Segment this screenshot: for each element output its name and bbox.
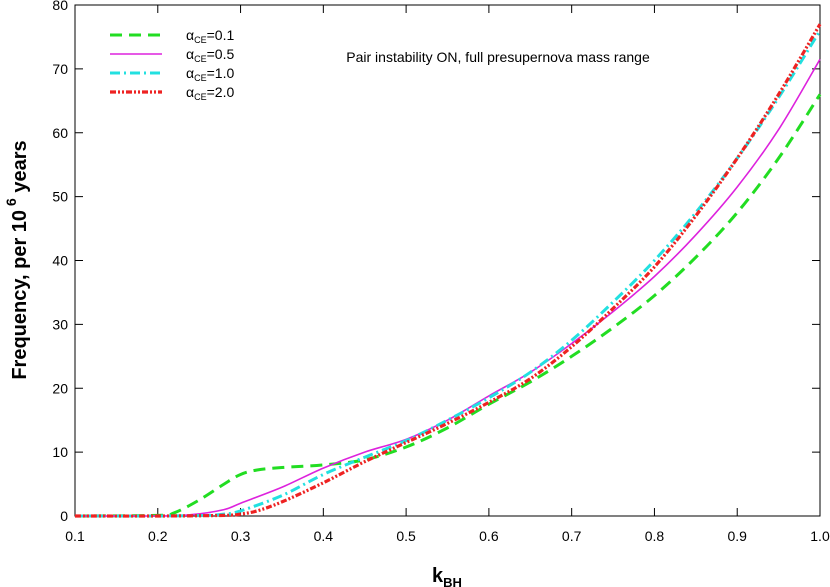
y-tick-label: 0 (60, 508, 68, 524)
x-tick-label: 0.2 (148, 528, 168, 544)
y-axis-label: Frequency, per 10 6 years (3, 140, 31, 379)
y-tick-label: 40 (52, 253, 68, 269)
series-line-1 (74, 93, 822, 518)
plot-frame (74, 4, 821, 517)
y-tick-label: 70 (52, 61, 68, 77)
series-line-2 (74, 58, 821, 517)
x-axis-label-main: k (432, 565, 444, 587)
chart-annotation: Pair instability ON, full presupernova m… (346, 49, 650, 65)
series-line-3 (74, 29, 822, 518)
x-tick-label: 0.4 (314, 528, 334, 544)
y-axis-label-sup: 6 (3, 198, 19, 206)
x-tick-label: 0.8 (645, 528, 665, 544)
y-axis-label-tail: years (9, 140, 31, 198)
x-axis-label-sub: BH (443, 575, 462, 587)
legend-label-4: αCE=2.0 (186, 84, 234, 102)
x-tick-label: 1.0 (810, 528, 830, 544)
y-tick-label: 10 (52, 444, 68, 460)
legend-label-3: αCE=1.0 (186, 65, 234, 83)
axis-ticks: 0.1 0.2 0.3 0.4 0.5 0.6 0.7 0.8 0.9 1.0 0 10 20 30 40 5… (52, 0, 830, 544)
series-line-4 (74, 23, 822, 518)
x-tick-label: 0.9 (727, 528, 747, 544)
y-tick-label: 30 (52, 316, 68, 332)
x-tick-label: 0.6 (479, 528, 499, 544)
legend-label-1: αCE=0.1 (186, 27, 234, 45)
x-tick-label: 0.7 (562, 528, 582, 544)
x-axis-label: kBH (432, 565, 462, 587)
y-tick-label: 50 (52, 189, 68, 205)
y-tick-label: 60 (52, 125, 68, 141)
series-lines (74, 23, 822, 518)
y-axis-label-main: Frequency, per 10 (9, 210, 31, 380)
x-tick-label: 0.3 (231, 528, 251, 544)
legend-label-2: αCE=0.5 (186, 46, 234, 64)
y-tick-label: 80 (52, 0, 68, 13)
x-tick-label: 0.1 (65, 528, 85, 544)
x-tick-label: 0.5 (396, 528, 416, 544)
y-tick-label: 20 (52, 380, 68, 396)
